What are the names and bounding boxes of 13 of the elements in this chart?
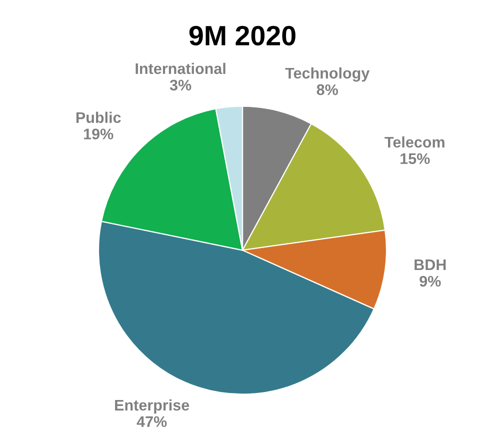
slice-label: BDH	[414, 260, 446, 270]
data-label: 8%	[316, 84, 338, 96]
data-label: 9%	[420, 276, 441, 287]
data-label: 3%	[170, 80, 192, 91]
chart-title: 9M 2020	[189, 26, 296, 46]
slice-label: Enterprise	[115, 399, 190, 414]
slice-label: Telecom	[384, 136, 444, 148]
slice-label: International	[136, 62, 226, 74]
data-label: 19%	[84, 128, 114, 140]
slice-label: Technology	[285, 67, 370, 82]
data-label: 15%	[400, 153, 430, 164]
slice-label: Public	[76, 112, 121, 123]
data-label: 47%	[136, 416, 167, 428]
